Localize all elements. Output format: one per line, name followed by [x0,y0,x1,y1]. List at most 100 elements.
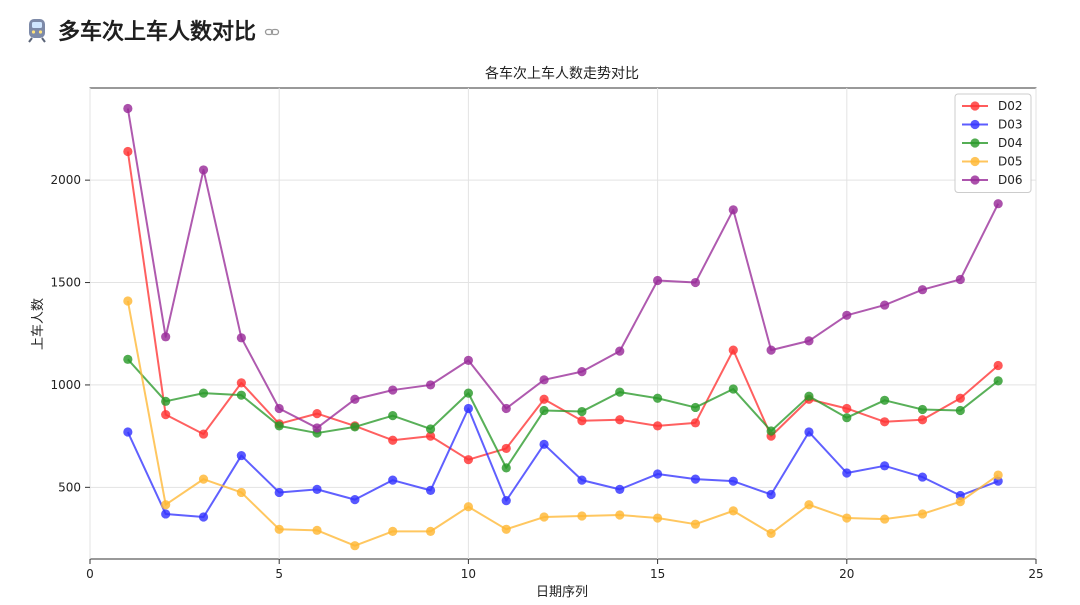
data-point [728,205,738,215]
data-point [312,525,322,535]
data-point [463,455,473,465]
series-line [126,300,999,547]
data-point [880,300,890,310]
anchor-link-icon[interactable] [264,24,280,40]
data-point [690,402,701,413]
chart-title: 各车次上车人数走势对比 [485,65,639,82]
legend-label: D06 [998,173,1023,187]
data-point [123,427,133,437]
legend-marker [970,138,980,148]
data-point [955,393,965,403]
data-point [993,376,1003,386]
data-point [653,275,663,286]
data-point [161,332,171,342]
x-tick-label: 20 [839,567,854,581]
data-point [766,489,776,500]
data-point [463,388,473,398]
plot-area [89,87,1037,560]
data-point [955,274,965,285]
data-point [350,394,360,404]
data-point [312,484,322,494]
data-point [615,484,625,494]
data-point [880,514,890,524]
data-point [615,387,625,397]
data-point [880,417,890,427]
data-point [312,409,322,419]
legend-box [954,93,1032,193]
data-point [501,443,511,454]
data-point [161,509,171,519]
data-point [312,423,322,433]
data-point [690,474,701,484]
data-point [653,421,663,431]
data-point [388,385,398,395]
data-point [123,146,133,157]
data-point [766,426,776,436]
series-line [127,358,999,469]
data-point [123,354,133,364]
data-point [274,524,284,534]
series-line [126,407,999,519]
data-point [993,470,1003,480]
data-point [766,528,776,539]
data-point [350,541,360,551]
data-point [728,476,738,486]
legend-label: D05 [998,155,1023,169]
series-D02 [123,146,1003,465]
data-point [350,422,360,432]
data-point [804,427,814,437]
data-point [501,496,511,506]
y-tick-label: 1500 [50,276,81,290]
data-point [842,403,852,414]
data-point [198,429,209,439]
legend-item: D06 [962,173,1023,187]
data-point [690,277,701,288]
legend-marker [970,101,980,111]
legend-item: D05 [962,155,1023,169]
data-point [690,519,701,529]
y-tick-label: 1000 [50,378,81,392]
data-point [463,502,473,512]
data-point [577,416,587,426]
data-point [236,450,246,461]
series-line [126,108,1000,429]
data-point [274,403,284,414]
data-point [653,469,663,479]
series-layer [123,103,1003,551]
page-title: 多车次上车人数对比 [58,20,257,45]
y-tick-label: 500 [58,480,81,494]
x-tick-label: 10 [461,567,476,581]
data-point [236,390,246,400]
legend-marker [970,119,980,130]
data-point [842,513,852,523]
data-point [955,405,965,416]
data-point [236,378,246,388]
series-D04 [123,354,1003,473]
data-point [161,396,171,406]
data-point [425,485,436,495]
data-point [917,404,928,415]
x-tick-label: 5 [275,567,283,581]
data-point [804,336,814,346]
data-point [463,403,473,414]
x-axis-label: 日期序列 [536,585,588,600]
data-point [539,394,549,404]
data-point [388,435,398,445]
data-point [236,487,246,498]
data-point [993,360,1003,371]
data-point [425,380,436,390]
data-point [804,500,814,510]
data-point [123,103,133,114]
series-D06 [123,103,1003,433]
data-point [425,431,436,441]
data-point [728,506,738,516]
legend-item: D02 [962,99,1023,113]
data-point [501,403,511,414]
data-point [917,285,928,295]
data-point [653,393,663,403]
data-point [539,512,549,522]
y-axis-label: 上车人数 [30,298,46,350]
data-point [463,355,473,365]
data-point [501,463,511,473]
legend-marker [970,175,980,185]
